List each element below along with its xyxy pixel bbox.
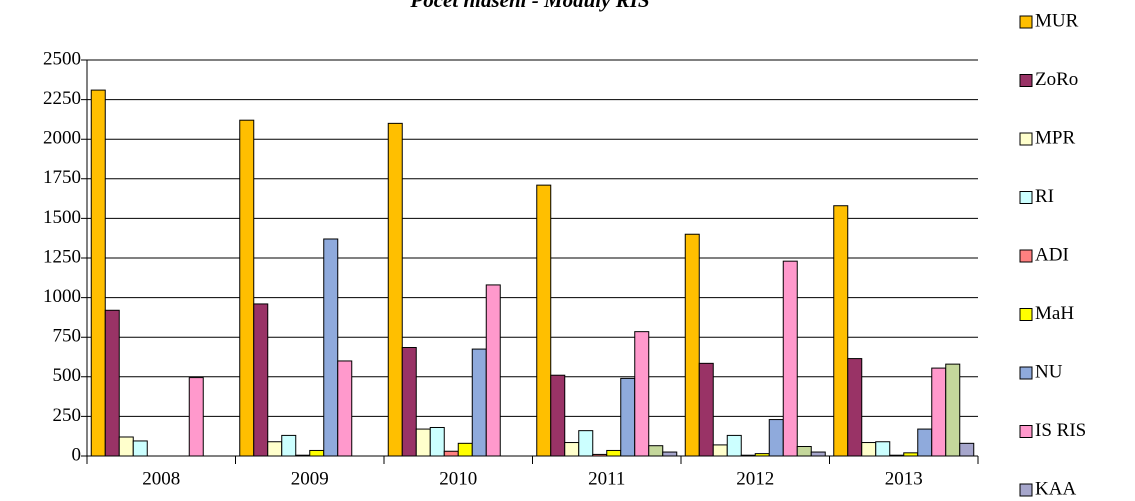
bar [485, 284, 501, 457]
legend-swatch [1019, 366, 1033, 380]
bar [188, 377, 204, 457]
bar [564, 442, 580, 457]
bar [443, 450, 459, 457]
bar [90, 89, 106, 457]
legend-swatch [1019, 132, 1033, 146]
bar [323, 238, 339, 457]
y-tick-label: 2500 [43, 48, 81, 69]
bar [861, 442, 877, 457]
bar [875, 441, 891, 457]
y-tick-label: 2000 [43, 128, 81, 149]
legend-swatch [1019, 249, 1033, 263]
legend-label: MaH [1035, 303, 1074, 324]
bar [847, 358, 863, 457]
bar [634, 331, 650, 457]
bar [620, 377, 636, 457]
bar [104, 309, 120, 457]
y-tick-label: 250 [53, 405, 82, 426]
y-tick-label: 1250 [43, 246, 81, 267]
bar [833, 205, 849, 457]
bar [132, 440, 148, 457]
y-tick-label: 750 [53, 326, 82, 347]
x-tick-label: 2008 [142, 468, 180, 489]
bar [267, 441, 283, 457]
bar [578, 430, 594, 457]
legend-label: MPR [1035, 127, 1075, 148]
bar [429, 426, 445, 457]
bar [782, 260, 798, 457]
bar [457, 442, 473, 457]
legend-label: ZoRo [1035, 69, 1078, 90]
bar [945, 363, 961, 457]
bar [387, 122, 403, 457]
legend-swatch [1019, 191, 1033, 204]
bar [726, 434, 742, 457]
y-tick-label: 500 [53, 365, 82, 386]
legend-swatch [1019, 15, 1033, 29]
legend-label: NU [1035, 361, 1063, 382]
x-tick-label: 2013 [885, 468, 923, 489]
y-tick-label: 1000 [43, 286, 81, 307]
bar [239, 119, 255, 457]
y-tick-label: 1500 [43, 207, 81, 228]
x-tick-label: 2012 [736, 468, 774, 489]
legend-label: RI [1035, 186, 1054, 207]
bar [401, 346, 417, 457]
bar [662, 451, 678, 457]
bar [796, 445, 812, 457]
bar [281, 434, 297, 457]
legend-label: IS RIS [1035, 420, 1086, 441]
y-tick-label: 2250 [43, 88, 81, 109]
legend-label: MUR [1035, 10, 1079, 31]
bar [684, 233, 700, 457]
x-tick-label: 2009 [291, 468, 329, 489]
bar [931, 367, 947, 457]
bar [768, 419, 784, 457]
bar [648, 445, 664, 457]
x-tick-label: 2011 [588, 468, 625, 489]
bar [337, 360, 353, 457]
legend-swatch [1019, 74, 1033, 87]
bar [536, 184, 552, 457]
x-tick-label: 2010 [439, 468, 477, 489]
bar [550, 374, 566, 457]
legend-swatch [1019, 483, 1033, 497]
bar [309, 449, 325, 457]
bar [917, 428, 933, 457]
legend-label: KAA [1035, 478, 1076, 499]
legend-swatch [1019, 308, 1033, 321]
bar [471, 348, 487, 457]
bar [253, 303, 269, 457]
bar [415, 428, 431, 457]
bar [959, 442, 975, 457]
bar [118, 436, 134, 457]
legend-swatch [1019, 425, 1033, 438]
bar [698, 362, 714, 457]
bar [810, 451, 826, 457]
chart-title: Počet hlášení - Moduly RIS [409, 0, 649, 12]
legend-label: ADI [1035, 244, 1069, 265]
bar [606, 449, 622, 457]
bar [712, 444, 728, 457]
y-tick-label: 0 [72, 444, 82, 465]
y-tick-label: 1750 [43, 167, 81, 188]
